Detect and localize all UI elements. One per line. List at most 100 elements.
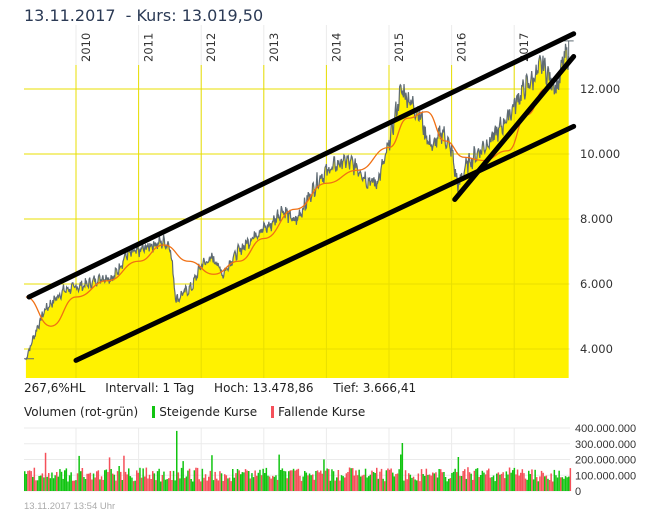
volume-bar <box>414 479 416 491</box>
volume-bar <box>46 476 48 491</box>
volume-bar <box>388 469 391 491</box>
volume-bar <box>416 480 418 491</box>
x-tick-label: 2010 <box>79 33 93 62</box>
volume-bar <box>404 470 407 491</box>
volume-bar <box>296 469 298 491</box>
volume-bar <box>41 473 44 491</box>
volume-bar <box>51 472 53 491</box>
volume-bar <box>481 470 484 491</box>
volume-bar <box>68 475 71 491</box>
volume-bar <box>240 474 242 491</box>
volume-bar <box>484 474 487 491</box>
chart-title: 13.11.2017 - Kurs: 13.019,50 <box>24 6 263 25</box>
volume-bar <box>134 480 136 491</box>
volume-bar <box>283 470 285 491</box>
volume-bar <box>488 468 490 491</box>
volume-bar <box>76 473 79 491</box>
volume-bar <box>228 477 231 491</box>
volume-bar <box>516 469 519 491</box>
volume-bar <box>147 478 149 491</box>
volume-bar <box>312 474 314 491</box>
volume-bar <box>92 473 95 491</box>
volume-bar <box>248 471 250 491</box>
volume-bar <box>422 474 424 491</box>
volume-bar <box>209 470 212 491</box>
volume-bar <box>225 475 228 491</box>
y-tick-label: 10.000 <box>580 147 620 161</box>
volume-bar <box>57 476 60 491</box>
volume-bar <box>107 472 109 491</box>
rising-swatch-icon <box>152 406 156 418</box>
volume-bar <box>534 469 536 491</box>
volume-bar <box>446 481 448 491</box>
volume-bar <box>384 481 386 491</box>
volume-bar <box>358 469 360 491</box>
volume-bar <box>462 471 464 491</box>
volume-bar <box>30 471 32 491</box>
volume-bar <box>204 474 207 491</box>
volume-bar <box>315 471 317 491</box>
volume-bar <box>454 468 456 491</box>
volume-bar <box>275 475 277 491</box>
volume-bar <box>150 479 152 491</box>
volume-bar <box>308 473 311 491</box>
volume-bar <box>499 474 501 491</box>
volume-bar <box>222 481 224 491</box>
volume-bar <box>195 467 197 491</box>
volume-bar <box>270 478 272 491</box>
volume-bar <box>441 472 444 491</box>
volume-bar <box>288 471 290 491</box>
volume-bar <box>264 473 266 491</box>
volume-bar <box>235 473 237 491</box>
volume-bar <box>310 475 312 491</box>
volume-bar <box>35 480 37 491</box>
volume-bar <box>198 479 200 491</box>
volume-bar <box>28 470 31 491</box>
volume-bar <box>320 470 322 491</box>
volume-bar <box>334 480 336 491</box>
volume-bar <box>232 469 234 491</box>
price-chart[interactable]: 2010 2011 2012 2013 2014 2015 2016 20174.0006.0… <box>0 0 655 380</box>
trendline-upper-channel[interactable] <box>26 31 577 300</box>
volume-bar <box>131 477 133 491</box>
vol-y-tick-label: 0 <box>575 486 581 498</box>
volume-bar <box>72 480 74 491</box>
volume-bar <box>259 469 261 491</box>
volume-bar <box>32 476 34 491</box>
volume-bar <box>398 469 400 491</box>
volume-bar <box>48 473 50 491</box>
volume-bar <box>540 470 543 491</box>
volume-bar <box>216 478 218 491</box>
volume-bar <box>201 468 204 491</box>
title-kurs: - Kurs: 13.019,50 <box>125 6 264 25</box>
volume-bar <box>190 479 192 491</box>
volume-bar <box>52 478 55 491</box>
volume-bar <box>171 480 173 491</box>
falling-swatch-icon <box>271 406 275 418</box>
volume-bar <box>451 473 453 491</box>
volume-bar <box>456 472 458 491</box>
volume-legend: Volumen (rot-grün) Steigende Kurse Falle… <box>24 405 365 419</box>
volume-bar <box>344 477 346 491</box>
volume-bar <box>336 477 338 491</box>
volume-bar <box>417 473 420 491</box>
volume-bar <box>220 473 223 491</box>
volume-bar <box>83 477 85 491</box>
volume-bar <box>497 472 500 491</box>
volume-bar <box>152 471 154 491</box>
volume-bar <box>67 481 69 491</box>
volume-bar <box>483 472 485 491</box>
trendline-steep-support[interactable] <box>452 54 577 202</box>
volume-bar <box>561 477 564 491</box>
volume-bar <box>97 470 100 491</box>
volume-bar <box>508 467 511 491</box>
volume-bar <box>342 476 344 491</box>
volume-bar <box>545 475 548 491</box>
volume-bar <box>529 474 532 491</box>
volume-bar <box>244 469 247 491</box>
volume-bar <box>428 474 431 491</box>
volume-bar <box>347 472 349 491</box>
volume-bar <box>208 476 210 491</box>
trendline-lower-channel[interactable] <box>73 123 577 363</box>
volume-bar <box>539 476 541 491</box>
